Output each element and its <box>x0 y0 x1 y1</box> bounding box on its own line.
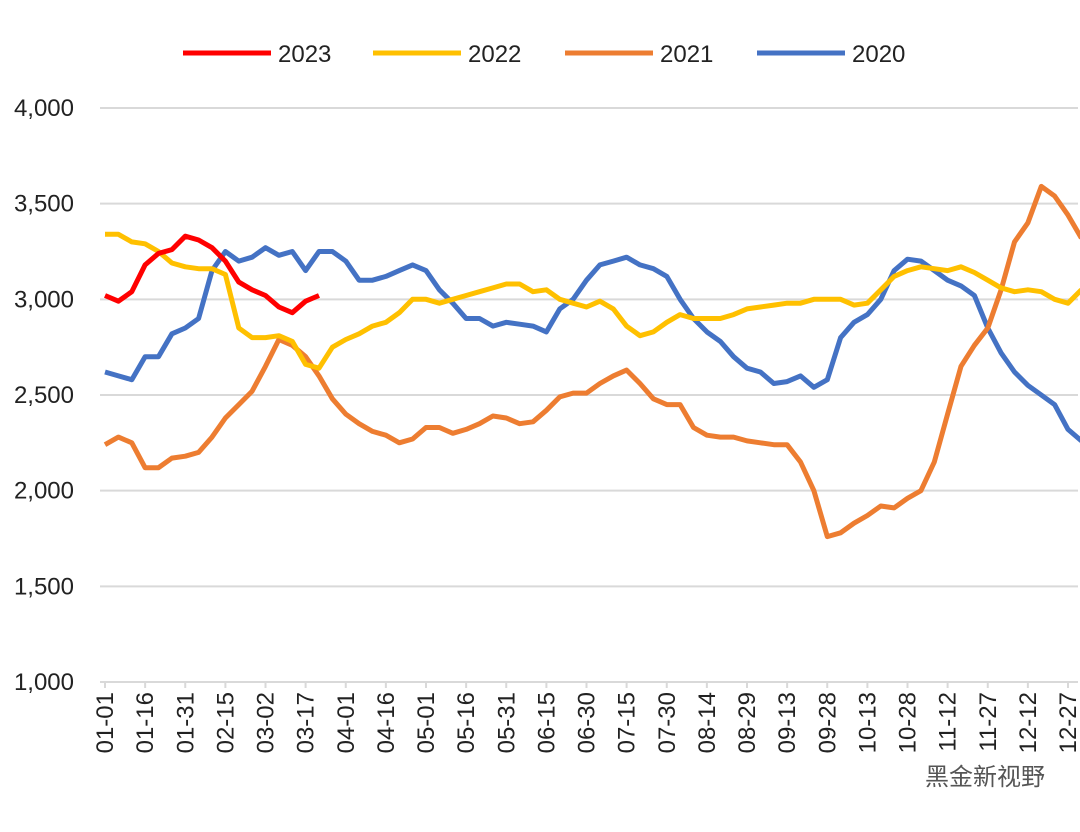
x-tick-label: 01-01 <box>92 692 119 753</box>
y-tick-label: 1,000 <box>14 669 74 696</box>
y-tick-label: 3,500 <box>14 191 74 218</box>
x-tick-label: 11-27 <box>975 692 1002 752</box>
legend-label: 2021 <box>660 41 713 68</box>
y-tick-label: 1,500 <box>14 573 74 600</box>
series-line <box>104 233 320 316</box>
x-tick-label: 08-14 <box>694 692 721 753</box>
series-line <box>105 231 1080 371</box>
x-tick-label: 06-30 <box>574 692 601 753</box>
x-tick-label: 09-13 <box>774 692 801 753</box>
x-tick-label: 02-15 <box>212 692 239 753</box>
x-tick-label: 07-15 <box>614 692 641 753</box>
watermark: 黑金新视野 <box>925 763 1045 791</box>
x-tick-label: 07-30 <box>654 692 681 753</box>
x-tick-label: 05-31 <box>493 692 520 753</box>
x-tick-label: 12-27 <box>1055 692 1080 753</box>
x-tick-label: 11-12 <box>935 692 962 752</box>
y-tick-label: 2,000 <box>14 478 74 505</box>
x-tick-label: 03-02 <box>253 692 280 753</box>
x-tick-label: 01-31 <box>172 692 199 753</box>
legend-label: 2020 <box>852 41 905 68</box>
y-tick-label: 2,500 <box>14 382 74 409</box>
x-tick-label: 05-01 <box>413 692 440 753</box>
legend-label: 2022 <box>468 41 521 68</box>
x-tick-label: 12-12 <box>1015 692 1042 753</box>
y-tick-label: 4,000 <box>14 95 74 122</box>
x-tick-label: 06-15 <box>533 692 560 753</box>
x-tick-label: 10-28 <box>895 692 922 753</box>
series-line <box>104 245 1080 443</box>
x-tick-label: 04-16 <box>373 692 400 753</box>
x-tick-label: 05-16 <box>453 692 480 753</box>
y-tick-label: 3,000 <box>14 286 74 313</box>
x-tick-label: 08-29 <box>734 692 761 753</box>
x-tick-label: 03-17 <box>293 692 320 753</box>
legend-label: 2023 <box>278 41 331 68</box>
series-line <box>103 183 1080 540</box>
x-tick-label: 10-13 <box>854 692 881 753</box>
x-tick-label: 04-01 <box>333 692 360 753</box>
x-tick-label: 09-28 <box>814 692 841 753</box>
x-tick-label: 01-16 <box>132 692 159 753</box>
